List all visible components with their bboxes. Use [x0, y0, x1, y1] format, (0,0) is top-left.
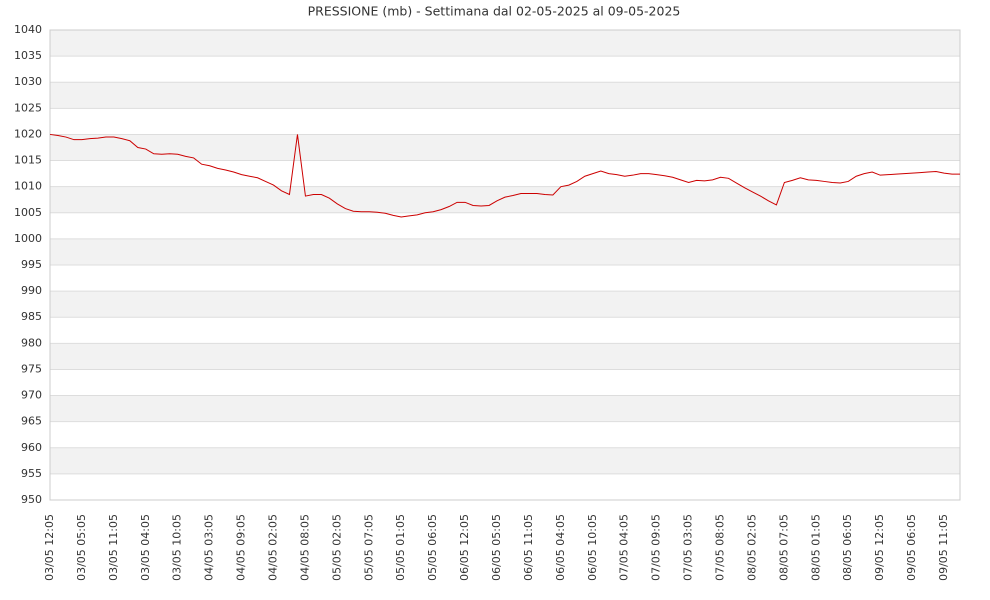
data-line: [49, 133, 960, 218]
y-tick-label: 955: [21, 467, 42, 480]
x-tick-label: 07/05 08:05: [714, 514, 727, 581]
plot-frame: [49, 29, 961, 501]
y-tick-label: 1015: [14, 154, 42, 167]
x-tick-label: 05/05 07:05: [362, 514, 375, 581]
x-tick-label: 07/05 04:05: [618, 514, 631, 581]
x-tick-label: 05/05 01:05: [394, 514, 407, 581]
x-tick-label: 05/05 06:05: [426, 514, 439, 581]
y-tick-label: 1020: [14, 127, 42, 140]
x-tick-label: 06/05 10:05: [586, 514, 599, 581]
x-tick-label: 07/05 09:05: [650, 514, 663, 581]
x-tick-label: 04/05 03:05: [203, 514, 216, 581]
y-tick-label: 965: [21, 415, 42, 428]
y-tick-label: 1035: [14, 49, 42, 62]
y-tick-label: 995: [21, 258, 42, 271]
grid-band: [50, 291, 960, 318]
grid-band: [50, 343, 960, 370]
x-tick-label: 06/05 04:05: [554, 514, 567, 581]
x-tick-label: 06/05 05:05: [490, 514, 503, 581]
x-tick-label: 09/05 12:05: [873, 514, 886, 581]
grid-band: [50, 186, 960, 213]
y-tick-label: 980: [21, 336, 42, 349]
grid-band: [50, 238, 960, 265]
grid-band: [50, 395, 960, 422]
chart-title: PRESSIONE (mb) - Settimana dal 02-05-202…: [308, 4, 681, 19]
y-tick-label: 1030: [14, 75, 42, 88]
grid-band: [50, 447, 960, 474]
x-tick-label: 03/05 04:05: [139, 514, 152, 581]
x-tick-label: 03/05 10:05: [171, 514, 184, 581]
x-tick-label: 08/05 06:05: [841, 514, 854, 581]
y-tick-label: 1040: [14, 23, 42, 36]
y-tick-label: 985: [21, 310, 42, 323]
y-tick-label: 1010: [14, 180, 42, 193]
x-tick-label: 08/05 02:05: [745, 514, 758, 581]
x-tick-label: 06/05 11:05: [522, 514, 535, 581]
y-tick-label: 950: [21, 493, 42, 506]
y-tick-label: 975: [21, 362, 42, 375]
x-tick-label: 08/05 07:05: [777, 514, 790, 581]
x-tick-label: 09/05 06:05: [905, 514, 918, 581]
y-tick-label: 990: [21, 284, 42, 297]
x-tick-label: 03/05 12:05: [43, 514, 56, 581]
x-tick-label: 04/05 08:05: [298, 514, 311, 581]
y-tick-label: 1005: [14, 206, 42, 219]
y-tick-label: 970: [21, 389, 42, 402]
grid-band: [50, 134, 960, 161]
x-tick-label: 03/05 11:05: [107, 514, 120, 581]
y-tick-label: 1000: [14, 232, 42, 245]
x-tick-label: 03/05 05:05: [75, 514, 88, 581]
x-tick-label: 07/05 03:05: [682, 514, 695, 581]
grid-band: [50, 82, 960, 109]
y-tick-label: 1025: [14, 101, 42, 114]
x-tick-label: 05/05 02:05: [330, 514, 343, 581]
x-tick-label: 04/05 09:05: [235, 514, 248, 581]
x-tick-label: 04/05 02:05: [267, 514, 280, 581]
y-tick-label: 960: [21, 441, 42, 454]
x-tick-label: 06/05 12:05: [458, 514, 471, 581]
x-tick-label: 08/05 01:05: [809, 514, 822, 581]
x-tick-label: 09/05 11:05: [937, 514, 950, 581]
grid-band: [50, 30, 960, 57]
